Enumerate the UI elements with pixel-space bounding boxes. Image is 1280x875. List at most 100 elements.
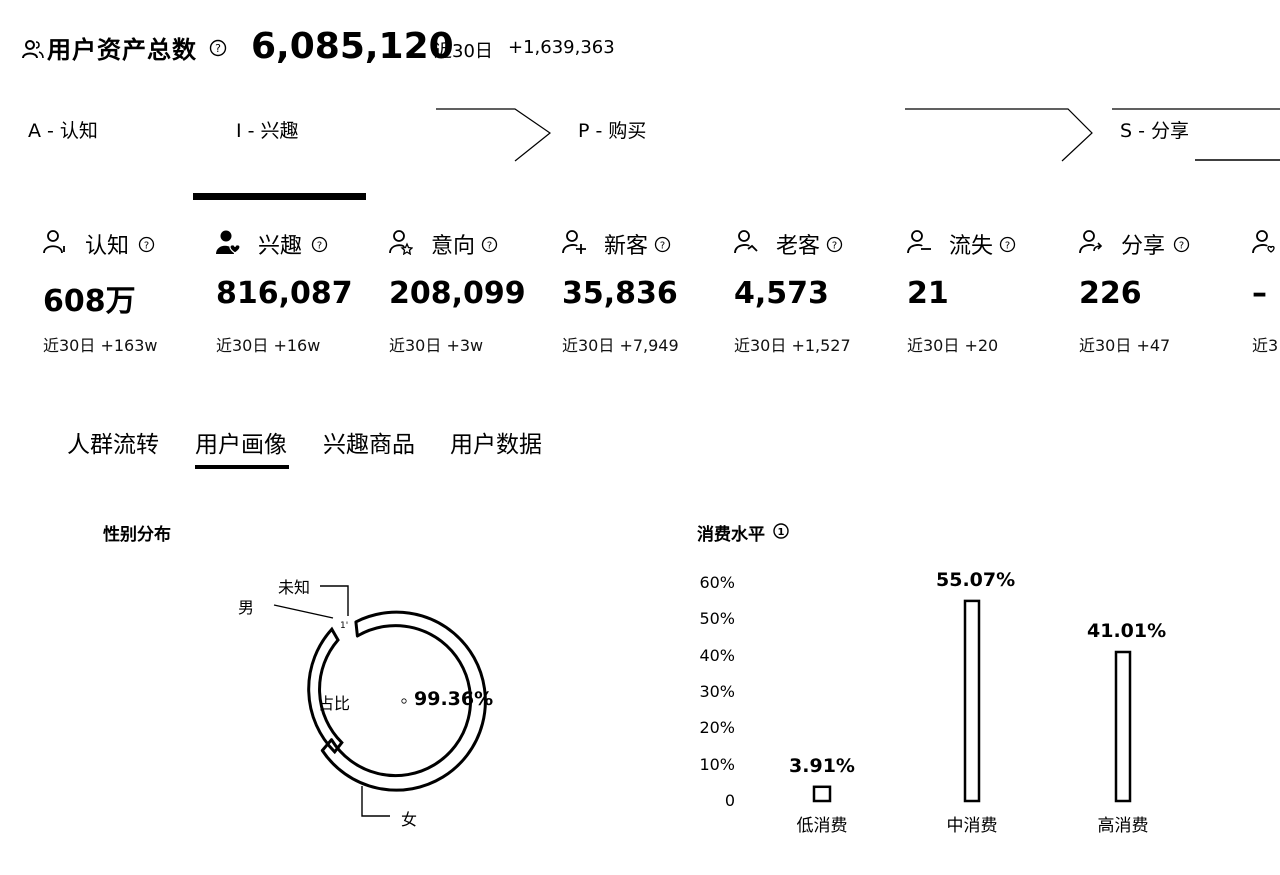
consumption-bar-chart — [812, 599, 1132, 803]
svg-text:?: ? — [487, 241, 492, 252]
user-heart-icon — [216, 230, 240, 254]
funnel-step-interest[interactable]: I - 兴趣 — [236, 120, 299, 142]
metric-delta: 近30日 +7,949 — [562, 336, 679, 355]
svg-text:?: ? — [144, 241, 149, 252]
svg-text:?: ? — [832, 241, 837, 252]
svg-text:?: ? — [660, 241, 665, 252]
bar-低消费[interactable] — [812, 785, 832, 803]
metric-card-interest[interactable]: 兴趣 ? 816,087 近30日 +16w — [216, 226, 388, 356]
y-tick-label: 30% — [699, 682, 735, 701]
metric-delta: 近30日 +163w — [43, 336, 158, 355]
legend-dot — [401, 698, 407, 704]
consumption-panel-title: 消费水平 — [697, 525, 765, 545]
y-tick-label: 20% — [699, 718, 735, 738]
bar-中消费[interactable] — [963, 599, 981, 803]
funnel-step-purchase[interactable]: P - 购买 — [578, 120, 647, 142]
metric-card-partial[interactable]: – 近3 — [1252, 226, 1280, 356]
info-icon[interactable]: 1 — [772, 522, 790, 540]
funnel-arrows — [436, 108, 1280, 162]
metric-delta: 近30日 +1,527 — [734, 336, 851, 355]
metric-card-awareness[interactable]: 认知 ? 608万 近30日 +163w — [43, 226, 215, 356]
y-tick-label: 10% — [699, 754, 735, 774]
tab-active-indicator — [195, 465, 289, 469]
y-tick-label: 0 — [724, 791, 735, 810]
gender-label-female: 女 — [401, 810, 418, 829]
category-label: 低消费 — [796, 816, 848, 836]
user-share-icon — [1079, 230, 1103, 254]
donut-segment-female-arc — [293, 631, 410, 746]
bar-高消费[interactable] — [1114, 650, 1132, 803]
svg-text:?: ? — [1005, 241, 1010, 252]
total-delta: +1,639,363 — [508, 37, 615, 58]
metric-delta: 近30日 +47 — [1079, 336, 1171, 355]
tab-interest-products[interactable]: 兴趣商品 — [323, 432, 415, 458]
help-icon[interactable]: ? — [1173, 236, 1190, 253]
help-icon[interactable]: ? — [999, 236, 1016, 253]
user-icon — [43, 230, 65, 254]
y-tick-label: 40% — [699, 645, 735, 665]
y-tick-label: 50% — [699, 609, 735, 629]
metric-label: 认知 — [85, 234, 130, 259]
metric-label: 意向 — [431, 234, 476, 259]
metric-value: 4,573 — [734, 276, 829, 311]
page-title: 用户资产总数 — [47, 36, 197, 64]
metric-label: 分享 — [1121, 234, 1166, 259]
donut-center-label: 占比 — [318, 694, 351, 713]
total-users-value: 6,085,120 — [251, 26, 454, 67]
donut-percent-value: 99.36% — [414, 688, 494, 710]
help-icon[interactable]: ? — [654, 236, 671, 253]
help-icon[interactable]: ? — [481, 236, 498, 253]
metric-card-churned[interactable]: 流失 ? 21 近30日 +20 — [907, 226, 1079, 356]
y-tick-label: 60% — [699, 573, 735, 592]
gender-panel-title: 性别分布 — [103, 525, 171, 545]
help-icon[interactable]: ? — [138, 236, 155, 253]
metric-card-share[interactable]: 分享 ? 226 近30日 +47 — [1079, 226, 1251, 356]
funnel-active-indicator — [193, 193, 366, 200]
donut-tick-text: 1' — [340, 621, 348, 631]
tab-user-data[interactable]: 用户数据 — [450, 432, 542, 458]
category-label: 高消费 — [1097, 816, 1149, 836]
metric-delta: 近3 — [1252, 336, 1279, 355]
gender-donut-chart: 1' — [273, 585, 487, 817]
user-star-icon — [389, 230, 413, 255]
help-icon[interactable]: ? — [826, 236, 843, 253]
user-plus-icon — [562, 230, 586, 254]
metric-value: 208,099 — [389, 276, 526, 311]
tab-user-profile[interactable]: 用户画像 — [195, 432, 287, 458]
metric-label: 老客 — [776, 234, 821, 259]
leader-line-female — [361, 786, 390, 817]
bar-value-label: 55.07% — [936, 568, 1016, 591]
bar-value-label: 41.01% — [1087, 619, 1167, 642]
category-label: 中消费 — [946, 816, 998, 836]
metric-label: 流失 — [949, 234, 994, 259]
svg-text:1: 1 — [778, 527, 785, 538]
donut-segment-male — [307, 626, 344, 755]
help-icon[interactable]: ? — [209, 39, 227, 57]
user-heart-outline-icon — [1252, 230, 1275, 254]
user-minus-icon — [907, 230, 931, 254]
metric-value: 608万 — [43, 284, 136, 319]
metric-card-returning-customers[interactable]: 老客 ? 4,573 近30日 +1,527 — [734, 226, 906, 356]
metric-value: 21 — [907, 276, 949, 311]
funnel-step-share[interactable]: S - 分享 — [1120, 120, 1189, 142]
tab-crowd-flow[interactable]: 人群流转 — [67, 432, 159, 458]
metric-value: 816,087 — [216, 276, 353, 311]
leader-line-male — [273, 604, 334, 619]
user-check-icon — [734, 230, 758, 254]
metric-delta: 近30日 +3w — [389, 336, 484, 355]
metric-value: 226 — [1079, 276, 1142, 311]
leader-line-unknown — [320, 585, 349, 616]
gender-label-male: 男 — [238, 598, 255, 617]
metric-card-intent[interactable]: 意向 ? 208,099 近30日 +3w — [389, 226, 561, 356]
svg-text:?: ? — [317, 241, 322, 252]
metric-value: 35,836 — [562, 276, 678, 311]
svg-text:?: ? — [1179, 241, 1184, 252]
users-icon — [22, 40, 44, 59]
help-icon[interactable]: ? — [311, 236, 328, 253]
gender-label-unknown: 未知 — [278, 578, 311, 597]
donut-segment-female — [320, 610, 487, 792]
bar-value-label: 3.91% — [789, 754, 855, 777]
metric-label: 新客 — [604, 234, 649, 259]
funnel-step-awareness[interactable]: A - 认知 — [28, 120, 98, 142]
metric-card-new-customers[interactable]: 新客 ? 35,836 近30日 +7,949 — [562, 226, 734, 356]
